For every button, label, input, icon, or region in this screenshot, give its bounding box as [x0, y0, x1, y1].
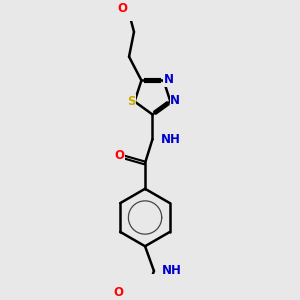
- Text: N: N: [170, 94, 180, 107]
- Text: NH: NH: [162, 265, 182, 278]
- Text: NH: NH: [160, 133, 180, 146]
- Text: S: S: [128, 95, 136, 108]
- Text: O: O: [114, 148, 124, 162]
- Text: O: O: [117, 2, 127, 15]
- Text: O: O: [113, 286, 123, 299]
- Text: N: N: [164, 73, 173, 86]
